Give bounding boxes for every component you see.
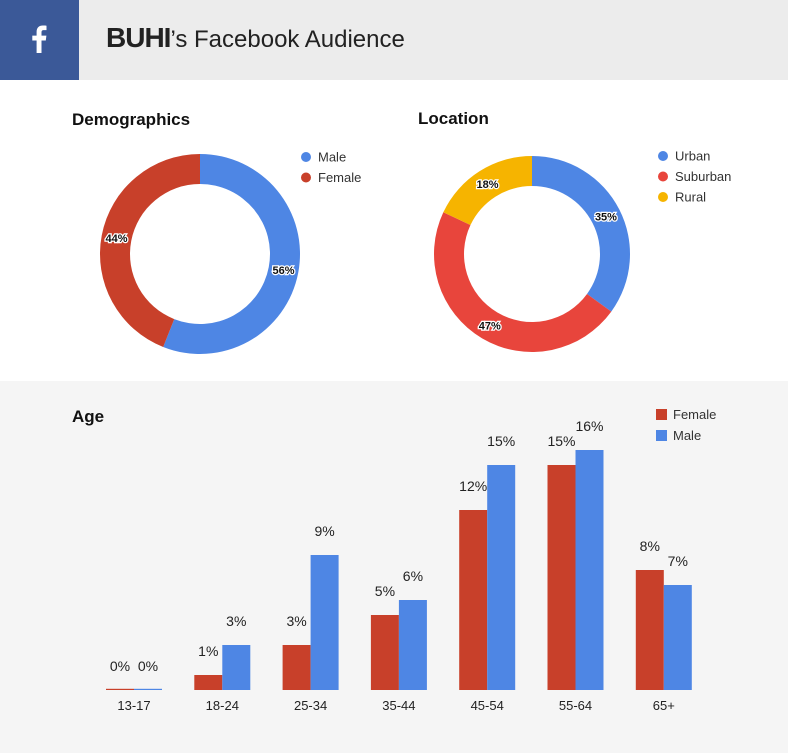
demographics-slice-label-female: 44% — [105, 233, 127, 245]
brand-logo: BUHI — [106, 22, 171, 53]
bar-label-female-35-44: 5% — [375, 583, 395, 599]
x-tick-25-34: 25-34 — [294, 698, 327, 713]
age-legend-female: Female — [673, 407, 716, 422]
facebook-icon — [32, 25, 47, 53]
bar-female-45-54 — [459, 510, 488, 690]
x-tick-65+: 65+ — [653, 698, 675, 713]
demographics-title: Demographics — [72, 110, 191, 129]
bar-label-female-18-24: 1% — [198, 643, 218, 659]
location-slice-label-urban: 35% — [595, 211, 617, 223]
bar-label-male-35-44: 6% — [403, 568, 423, 584]
demographics-legend-swatch-male — [301, 152, 311, 162]
demographics-legend-swatch-female — [301, 172, 311, 183]
bar-male-45-54 — [487, 465, 516, 690]
x-tick-35-44: 35-44 — [382, 698, 415, 713]
age-legend-swatch-male — [656, 430, 667, 441]
header-bar: BUHI’s Facebook Audience — [0, 0, 788, 80]
demographics-slice-label-male: 56% — [272, 265, 294, 277]
bar-female-35-44 — [370, 615, 399, 690]
bar-male-18-24 — [222, 645, 251, 690]
demographics-legend-male: Male — [318, 150, 346, 165]
location-slice-urban — [532, 156, 630, 312]
bar-female-65+ — [635, 570, 664, 690]
location-legend-swatch-suburban — [658, 171, 668, 182]
bar-label-male-55-64: 16% — [575, 418, 603, 434]
location-slice-label-rural: 18% — [477, 179, 499, 191]
bar-male-55-64 — [575, 450, 604, 690]
age-legend-swatch-female — [656, 409, 667, 420]
bar-label-female-45-54: 12% — [459, 478, 487, 494]
bar-label-male-18-24: 3% — [226, 613, 246, 629]
bar-female-18-24 — [194, 675, 223, 690]
age-legend-male: Male — [673, 428, 701, 443]
bar-label-female-13-17: 0% — [110, 658, 130, 674]
bar-label-male-45-54: 15% — [487, 433, 515, 449]
bar-male-13-17 — [134, 688, 162, 690]
bar-male-25-34 — [310, 555, 339, 690]
location-title: Location — [418, 109, 489, 128]
bar-label-male-13-17: 0% — [138, 658, 158, 674]
location-donut-chart: 35% 47% 18% Urban Suburban Rural — [433, 149, 731, 353]
location-legend-swatch-rural — [658, 192, 668, 202]
bar-label-female-25-34: 3% — [286, 613, 306, 629]
location-legend-swatch-urban — [658, 151, 668, 161]
bar-female-13-17 — [106, 688, 134, 690]
bar-male-65+ — [663, 585, 692, 690]
age-title: Age — [72, 407, 105, 426]
x-tick-45-54: 45-54 — [471, 698, 504, 713]
bar-label-female-65+: 8% — [640, 538, 660, 554]
bar-label-male-25-34: 9% — [314, 523, 334, 539]
age-panel — [0, 381, 788, 753]
bar-female-55-64 — [547, 465, 576, 690]
title-suffix: ’s Facebook Audience — [170, 26, 405, 53]
age-bar-chart: 0% 0% 13-17 1% 3% 18-24 3% 9% 25-34 5% 6% 35-44 12% 1… — [106, 407, 716, 713]
bar-label-male-65+: 7% — [668, 553, 688, 569]
x-tick-55-64: 55-64 — [559, 698, 592, 713]
location-slice-rural — [443, 156, 532, 226]
demographics-legend-female: Female — [318, 170, 361, 185]
demographics-slice-female — [99, 154, 200, 347]
location-legend-suburban: Suburban — [675, 169, 731, 184]
bar-female-25-34 — [282, 645, 311, 690]
bar-label-female-55-64: 15% — [547, 433, 575, 449]
location-slice-label-suburban: 47% — [479, 320, 501, 332]
location-slice-suburban — [433, 212, 612, 353]
x-tick-18-24: 18-24 — [206, 698, 239, 713]
x-tick-13-17: 13-17 — [117, 698, 150, 713]
location-legend-rural: Rural — [675, 190, 706, 205]
bar-male-35-44 — [398, 600, 427, 690]
demographics-slice-male — [163, 154, 300, 355]
page-title: BUHI’s Facebook Audience — [106, 22, 405, 56]
demographics-donut-chart: 56% 44% Male Female — [99, 150, 361, 355]
location-legend-urban: Urban — [675, 149, 710, 164]
facebook-logo-box — [0, 0, 79, 80]
